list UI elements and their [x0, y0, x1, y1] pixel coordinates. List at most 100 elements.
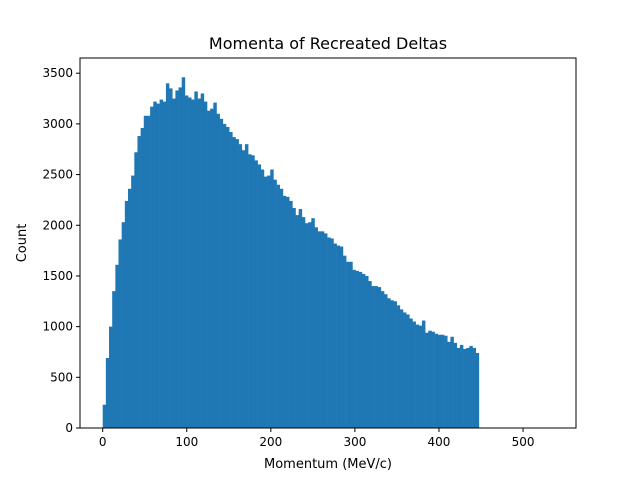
histogram-bar: [428, 330, 432, 428]
histogram-bar: [121, 222, 126, 428]
histogram-bar: [181, 77, 186, 428]
histogram-bar: [244, 144, 249, 429]
plot-frame: [79, 57, 577, 429]
histogram-bar: [178, 87, 183, 428]
histogram-bar: [267, 175, 271, 428]
histogram-bar: [146, 115, 151, 428]
histogram-bar: [140, 127, 145, 429]
histogram-bar: [475, 352, 480, 428]
histogram-bar: [241, 150, 246, 428]
histogram-bar: [282, 195, 287, 428]
histogram-bar: [415, 324, 420, 428]
histogram-bar: [399, 309, 404, 428]
histogram-bar: [143, 115, 148, 428]
histogram-bar: [172, 98, 176, 428]
histogram-bar: [387, 298, 391, 428]
histogram-bar: [361, 273, 366, 428]
histogram-bar: [184, 95, 189, 429]
histogram-bar: [384, 294, 388, 428]
histogram-bar: [131, 175, 135, 428]
histogram-bar: [456, 347, 461, 428]
y-axis-label: Count: [15, 224, 30, 263]
histogram-bar: [207, 110, 211, 428]
histogram-bar: [286, 196, 290, 428]
histogram-bar: [200, 93, 205, 428]
histogram-bar: [235, 139, 239, 428]
histogram-bar: [191, 99, 195, 428]
histogram-bar: [279, 188, 284, 428]
y-tick-label: 3500: [42, 66, 73, 80]
histogram-bar: [153, 101, 157, 428]
histogram-bar: [469, 345, 473, 428]
histogram-bar: [339, 246, 344, 428]
x-tick-label: 200: [259, 435, 282, 449]
histogram-bar: [466, 347, 470, 428]
histogram-bar: [406, 314, 410, 428]
histogram-bar: [425, 332, 429, 428]
histogram-bar: [450, 336, 454, 428]
histogram-bar: [352, 269, 356, 428]
histogram-bar: [292, 208, 296, 428]
histogram-bar: [229, 132, 233, 428]
histogram-bar: [453, 342, 458, 428]
histogram-bar: [437, 334, 442, 428]
y-tick-label: 2000: [42, 218, 73, 232]
y-tick-label: 2500: [42, 168, 73, 182]
histogram-bar: [276, 184, 281, 428]
x-axis-label: Momentum (MeV/c): [264, 457, 392, 472]
histogram-bar: [105, 358, 110, 428]
histogram-bar: [251, 155, 255, 428]
histogram-bar: [308, 222, 312, 428]
histogram-bar: [213, 102, 217, 429]
axis-ticks: 0 100 200 300 400 500 0 500 1000 1500 2000 2500 3000…: [42, 66, 534, 449]
x-tick-label: 300: [343, 435, 366, 449]
histogram-bar: [421, 320, 426, 428]
histogram-bar: [368, 281, 372, 428]
histogram-bar: [219, 118, 224, 429]
histogram-bar: [418, 325, 423, 428]
histogram-bar: [330, 238, 334, 428]
histogram-bar: [222, 123, 227, 428]
histogram-bar: [210, 108, 214, 428]
histogram-bar: [137, 136, 141, 428]
histogram-bar: [197, 98, 201, 428]
histogram-bar: [289, 200, 293, 428]
y-tick-label: 1000: [42, 320, 73, 334]
histogram-bar: [336, 245, 341, 428]
histogram-bar: [371, 286, 375, 428]
histogram-bar: [102, 404, 107, 428]
histogram-bar: [459, 344, 464, 428]
histogram-bar: [380, 291, 385, 428]
histogram-bar: [409, 318, 413, 428]
y-tick-label: 0: [65, 421, 73, 435]
histogram-bar: [355, 270, 360, 428]
histogram-bar: [434, 333, 439, 428]
histogram-bar: [295, 215, 299, 428]
histogram-bar: [254, 160, 258, 429]
histogram-bar: [232, 137, 236, 429]
y-tick-label: 500: [50, 370, 73, 384]
histogram-bar: [248, 154, 252, 428]
histogram-bar: [311, 218, 315, 428]
histogram-bar: [365, 275, 369, 428]
histogram-bar: [127, 188, 132, 428]
x-tick-label: 500: [512, 435, 535, 449]
histogram-bar: [112, 291, 116, 428]
histogram-bar: [327, 237, 331, 428]
histogram-bar: [358, 271, 363, 428]
histogram-bar: [342, 255, 347, 428]
histogram-bar: [238, 144, 243, 429]
histogram-bar: [463, 348, 467, 428]
histogram-bar: [150, 106, 154, 428]
y-tick-label: 3000: [42, 117, 73, 131]
histogram-bar: [333, 243, 337, 428]
histogram-bar: [314, 227, 318, 428]
histogram-bar: [304, 223, 309, 428]
histogram-bar: [134, 152, 138, 428]
histogram-bar: [393, 301, 397, 428]
histogram-bar: [188, 97, 192, 429]
histogram-bar: [162, 101, 167, 428]
histogram-bar: [377, 287, 382, 428]
histogram-bar: [472, 347, 476, 428]
